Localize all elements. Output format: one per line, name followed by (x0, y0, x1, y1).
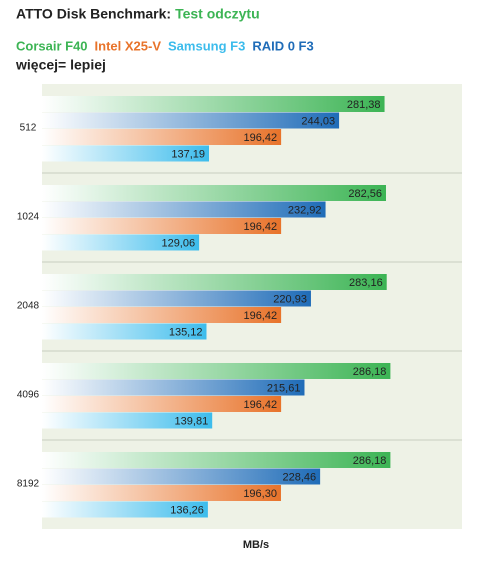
value-label: 283,16 (349, 277, 383, 289)
bar (42, 129, 282, 145)
x-axis-label: MB/s (243, 539, 269, 551)
y-tick-label: 4096 (17, 390, 40, 401)
bar (42, 218, 282, 234)
y-tick-label: 1024 (17, 212, 40, 223)
bar (42, 290, 311, 307)
legend-entry: RAID 0 F3 (252, 38, 313, 53)
value-label: 137,19 (171, 148, 205, 160)
bar (42, 112, 340, 129)
legend-entry: Intel X25-V (95, 38, 162, 53)
value-label: 232,92 (288, 204, 322, 216)
value-label: 220,93 (273, 293, 307, 305)
bar (42, 307, 282, 323)
value-label: 196,42 (243, 399, 277, 411)
bar (42, 323, 207, 340)
annotation: więcej= lepiej (15, 57, 106, 73)
value-label: 196,30 (243, 488, 277, 500)
bar (42, 201, 326, 218)
value-label: 196,42 (243, 221, 277, 233)
y-tick-label: 8192 (17, 479, 40, 490)
y-tick-label: 512 (20, 123, 37, 134)
value-label: 281,38 (347, 99, 381, 111)
bar (42, 501, 208, 518)
bar (42, 468, 321, 485)
value-label: 228,46 (282, 471, 316, 483)
legend-entry: Samsung F3 (168, 38, 245, 53)
bar (42, 452, 391, 468)
bar (42, 412, 213, 429)
bar (42, 379, 305, 396)
value-label: 129,06 (161, 237, 195, 249)
y-tick-label: 2048 (17, 301, 40, 312)
value-label: 215,61 (267, 382, 301, 394)
chart-title: ATTO Disk Benchmark: (16, 6, 171, 22)
value-label: 286,18 (353, 455, 387, 467)
bar (42, 185, 386, 201)
chart-subtitle: Test odczytu (175, 6, 260, 22)
bar (42, 96, 385, 112)
value-label: 282,56 (348, 188, 382, 200)
bar (42, 485, 281, 501)
value-label: 139,81 (175, 415, 209, 427)
value-label: 136,26 (170, 504, 204, 516)
value-label: 196,42 (243, 132, 277, 144)
bar (42, 274, 387, 290)
value-label: 244,03 (301, 115, 335, 127)
bar (42, 363, 391, 379)
legend-entry: Corsair F40 (16, 38, 88, 53)
value-label: 196,42 (243, 310, 277, 322)
value-label: 135,12 (169, 326, 203, 338)
value-label: 286,18 (353, 366, 387, 378)
bar (42, 396, 282, 412)
bar (42, 234, 200, 251)
bar (42, 145, 210, 162)
